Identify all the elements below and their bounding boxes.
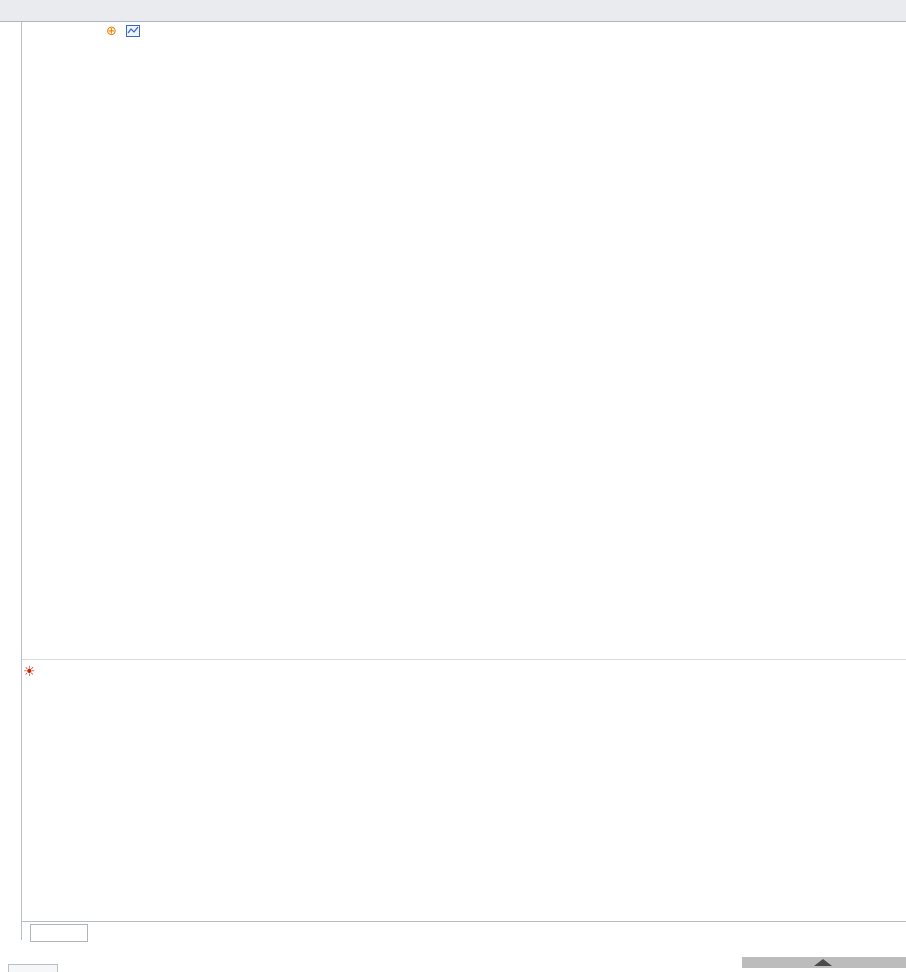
top-toolbar — [0, 0, 906, 22]
panel-divider — [22, 659, 906, 660]
chart-header: ⊕ — [88, 23, 185, 39]
main-candlestick-chart[interactable] — [22, 36, 906, 636]
clipped-bottom-tab — [8, 964, 58, 972]
horizontal-scrollbar[interactable] — [742, 957, 906, 968]
sidebar — [0, 22, 22, 940]
macd-settings-icon[interactable]: ☀ — [23, 663, 36, 679]
x-axis-row — [22, 921, 906, 942]
chart-window-icon[interactable] — [125, 25, 140, 37]
macd-panel-chart[interactable] — [22, 664, 906, 920]
scrollbar-up-arrow-icon[interactable] — [814, 959, 832, 966]
add-indicator-icon[interactable]: ⊕ — [106, 23, 117, 38]
period-selector-button[interactable] — [30, 924, 88, 942]
